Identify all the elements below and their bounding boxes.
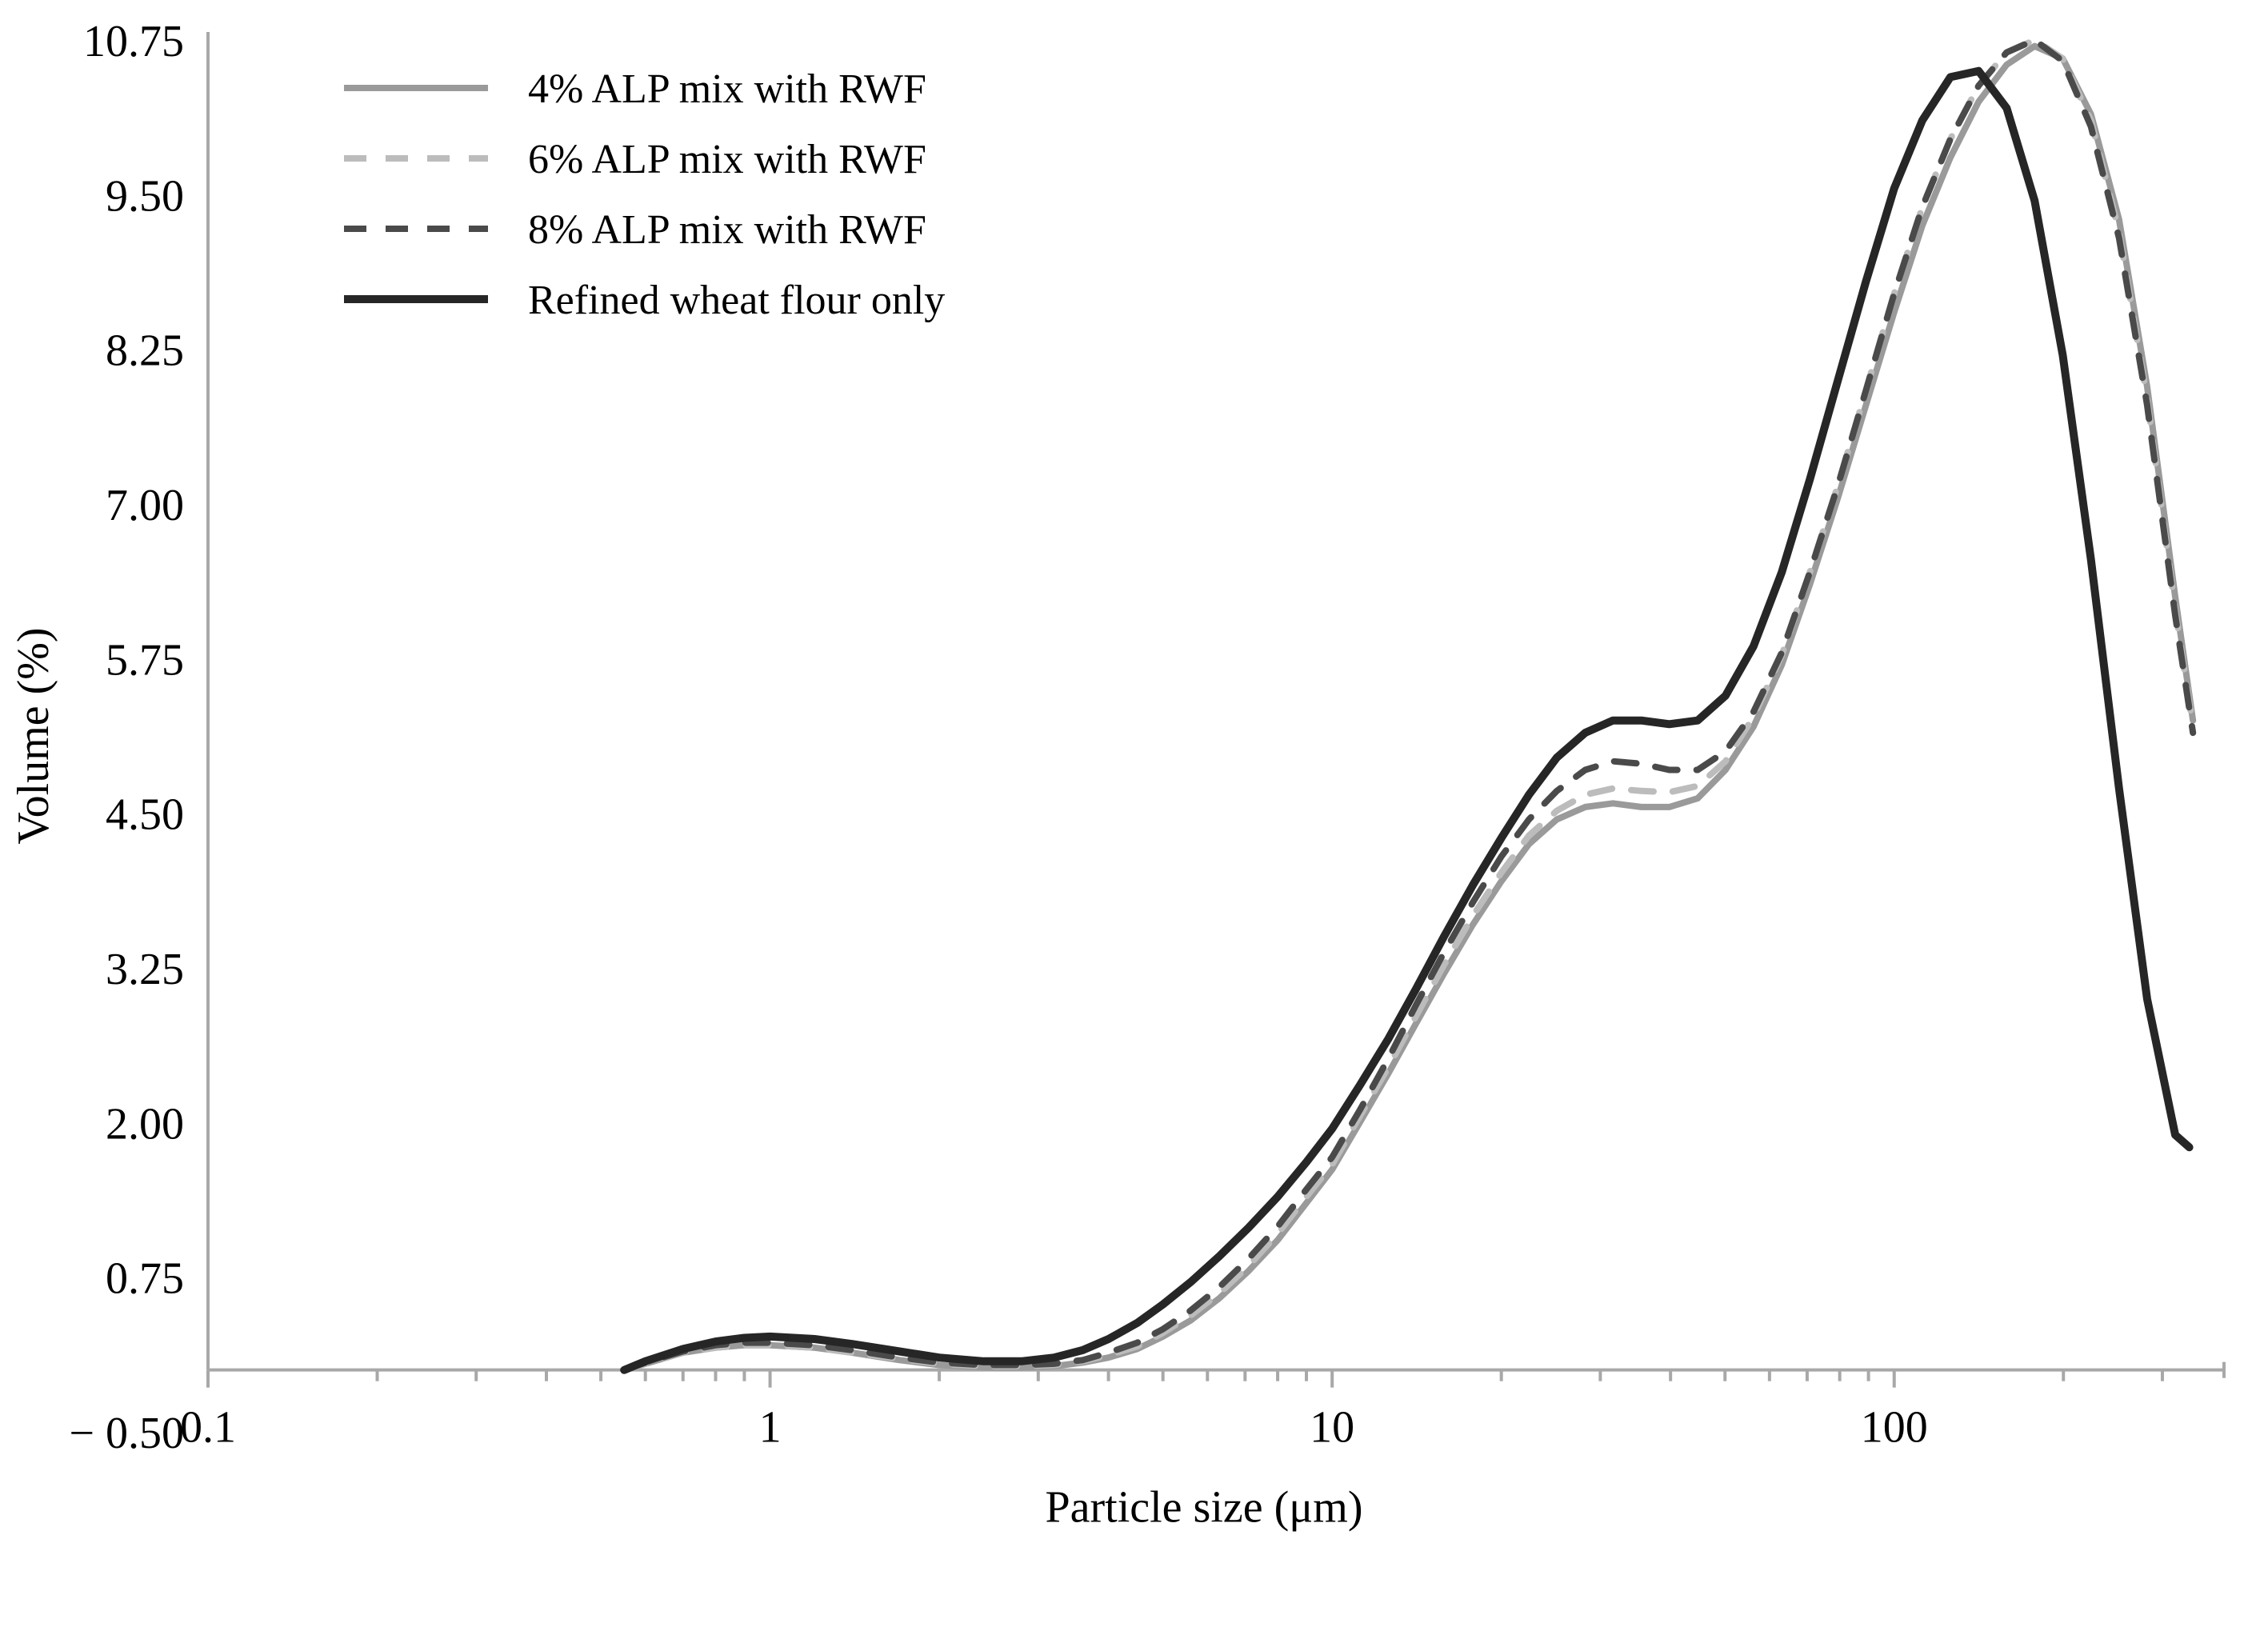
legend-label-alp4: 4% ALP mix with RWF	[528, 66, 926, 112]
y-tick-label: 8.25	[106, 326, 184, 376]
chart-svg: 0.1 1 10 100 − 0.50 0.75 2.00 3.25 4.50 5.75 7.00 8…	[0, 0, 2268, 1631]
series-rwf	[624, 71, 2189, 1370]
y-tick-label: 5.75	[106, 635, 184, 685]
y-tick-label: 4.50	[106, 790, 184, 840]
y-tick-label: − 0.50	[69, 1409, 184, 1458]
legend-label-alp6: 6% ALP mix with RWF	[528, 137, 926, 182]
y-tick-label: 9.50	[106, 171, 184, 221]
y-tick-label: 10.75	[83, 17, 184, 66]
y-tick-label: 2.00	[106, 1099, 184, 1149]
y-tick-label: 3.25	[106, 945, 184, 994]
legend-label-rwf: Refined wheat flour only	[528, 278, 945, 323]
y-tick-label: 7.00	[106, 481, 184, 530]
x-tick-label: 100	[1861, 1403, 1928, 1453]
legend-label-alp8: 8% ALP mix with RWF	[528, 207, 926, 253]
x-tick-label: 10	[1310, 1403, 1354, 1453]
y-axis-label: Volume (%)	[9, 627, 58, 844]
y-tick-label: 0.75	[106, 1254, 184, 1304]
x-axis-label: Particle size (μm)	[1046, 1483, 1363, 1533]
particle-size-chart: 0.1 1 10 100 − 0.50 0.75 2.00 3.25 4.50 5.75 7.00 8…	[0, 0, 2268, 1631]
x-tick-label: 0.1	[180, 1403, 236, 1453]
x-tick-label: 1	[759, 1403, 782, 1453]
